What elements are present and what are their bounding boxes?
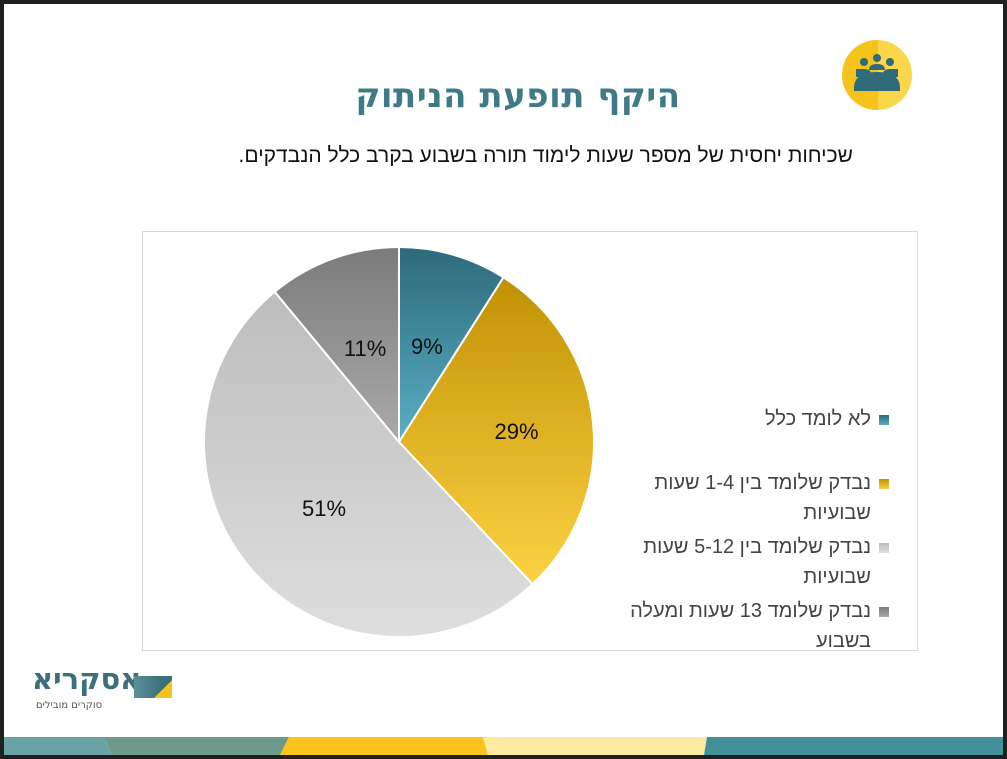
legend-swatch-dark-gray <box>879 606 889 617</box>
decorative-bottom-bar <box>4 737 1003 755</box>
legend-item-none: לא לומד כלל <box>629 404 889 434</box>
pie-data-label: 9% <box>411 334 443 359</box>
pie-data-label: 51% <box>302 496 346 521</box>
legend-label: נבדק שלומד בין 5-12 שעות <box>643 536 871 558</box>
pie-slice-5-12 <box>203 290 534 638</box>
logo-mark-icon <box>134 676 172 698</box>
legend-item-5-12: נבדק שלומד בין 5-12 שעות שבועיות <box>629 532 889 592</box>
pie-slice-1-4 <box>397 275 595 586</box>
legend-label: לא לומד כלל <box>765 408 871 430</box>
legend-label: נבדק שלומד בין 1-4 שעות <box>654 472 871 494</box>
pie-data-label: 29% <box>494 419 538 444</box>
slide-title: היקף תופעת הניתוק <box>355 76 681 116</box>
pie-svg: 9% 29% 51% 11% <box>203 246 595 638</box>
chart-legend: לא לומד כלל נבדק שלומד בין 1-4 שעות שבוע… <box>629 404 889 660</box>
legend-label-cont: שבועיות <box>803 566 871 588</box>
legend-swatch-light-gray <box>879 542 889 553</box>
company-logo: אסקריא סוקרים מובילים <box>32 662 182 718</box>
legend-label-cont: בשבוע <box>816 630 871 652</box>
legend-item-1-4: נבדק שלומד בין 1-4 שעות שבועיות <box>629 468 889 528</box>
slide-subtitle: שכיחות יחסית של מספר שעות לימוד תורה בשב… <box>238 144 853 167</box>
pie-slice-none <box>398 246 505 446</box>
pie-slice-13-plus <box>273 246 400 445</box>
logo-tagline: סוקרים מובילים <box>36 700 103 711</box>
pie-data-label: 11% <box>344 336 386 361</box>
legend-label-cont: שבועיות <box>803 502 871 524</box>
people-meeting-icon <box>842 40 912 110</box>
pie-slices <box>203 246 595 638</box>
legend-label: נבדק שלומד 13 שעות ומעלה <box>630 600 871 622</box>
legend-swatch-gold <box>879 478 889 489</box>
slide: היקף תופעת הניתוק שכיחות יחסית של מספר ש… <box>4 4 1003 755</box>
logo-text: אסקריא <box>32 662 142 696</box>
legend-swatch-teal <box>879 414 889 425</box>
legend-item-13-plus: נבדק שלומד 13 שעות ומעלה בשבוע <box>629 596 889 656</box>
pie-labels: 9% 29% 51% 11% <box>302 334 539 521</box>
pie-chart: 9% 29% 51% 11% לא לומד כלל נבדק שלומד בין 1… <box>142 231 918 652</box>
